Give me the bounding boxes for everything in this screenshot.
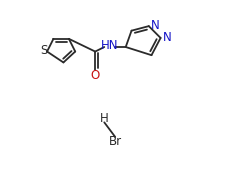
Text: H: H [100,112,109,125]
Text: HN: HN [101,39,118,52]
Text: O: O [91,69,100,82]
Text: Br: Br [109,135,122,148]
Text: N: N [163,31,172,44]
Text: N: N [151,19,160,32]
Text: S: S [40,44,48,57]
